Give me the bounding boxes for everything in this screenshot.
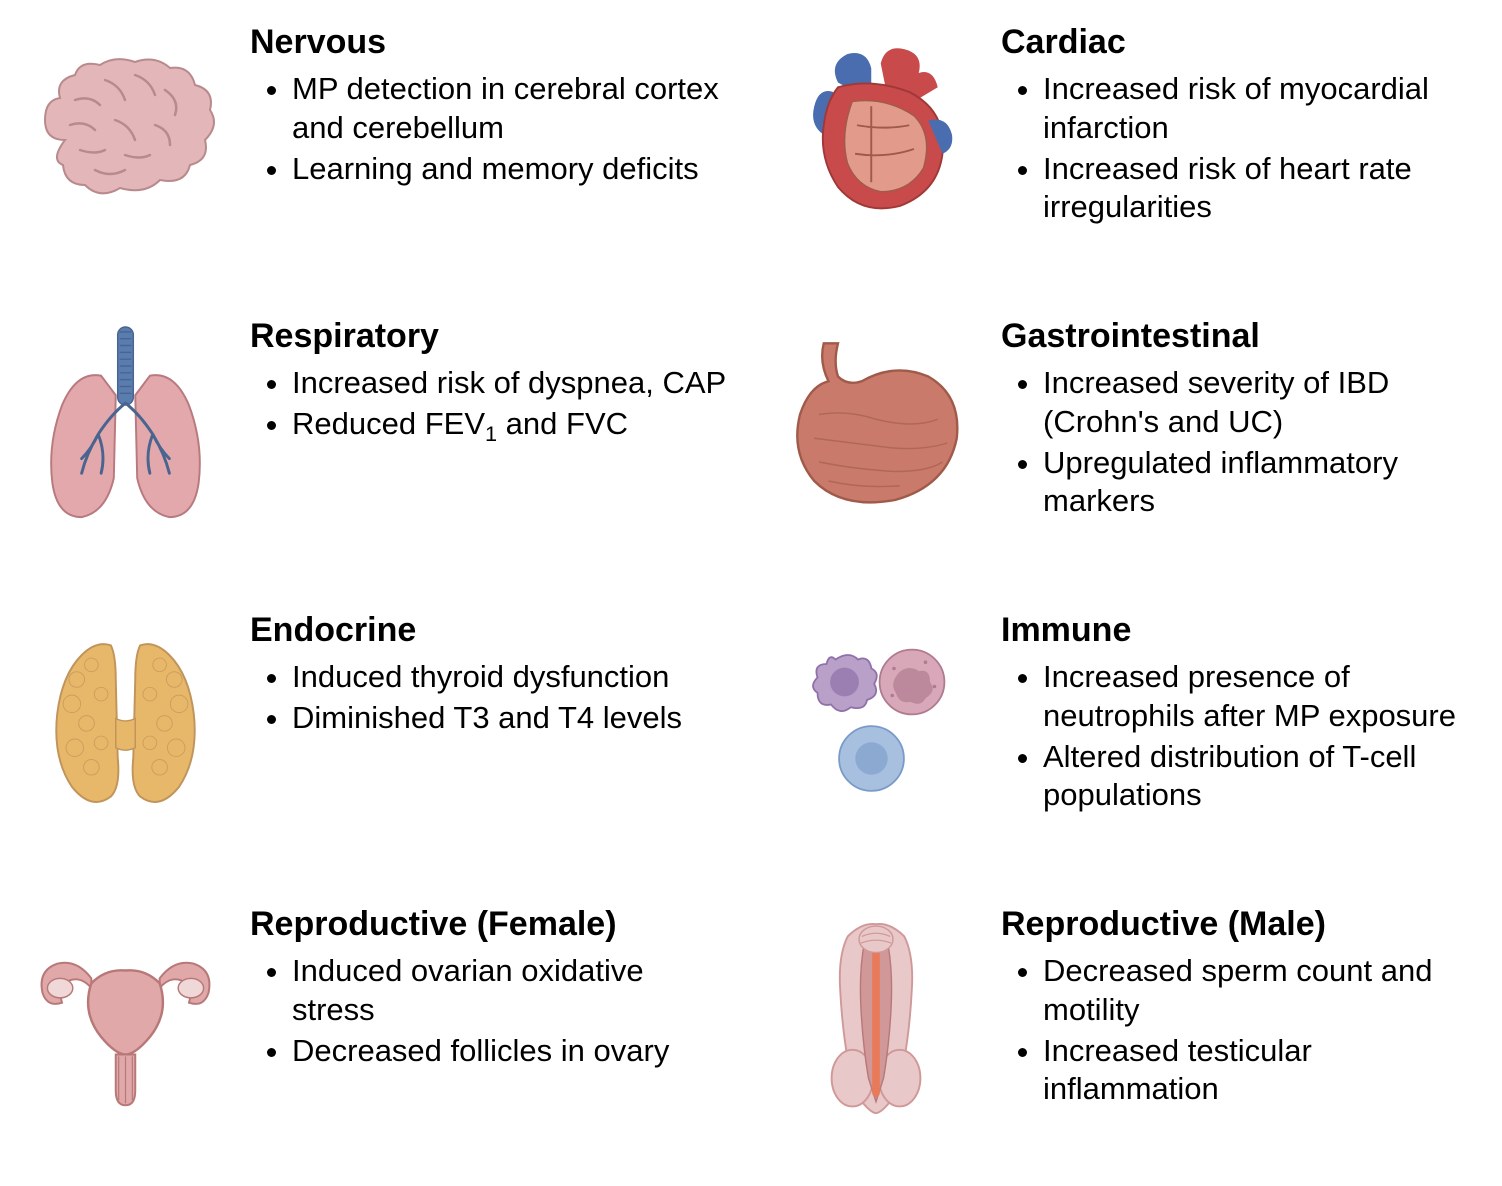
stomach-icon [771, 309, 981, 539]
gastrointestinal-title: Gastrointestinal [1001, 317, 1482, 356]
cardiac-text: Cardiac Increased risk of myocardial inf… [1001, 15, 1482, 229]
cell-respiratory: Respiratory Increased risk of dyspnea, C… [20, 309, 731, 583]
lungs-icon [20, 309, 230, 539]
thyroid-icon [20, 603, 230, 833]
respiratory-bullets: Increased risk of dyspnea, CAP Reduced F… [250, 364, 731, 447]
endocrine-title: Endocrine [250, 611, 731, 650]
bullet: Diminished T3 and T4 levels [292, 699, 731, 738]
cell-endocrine: Endocrine Induced thyroid dysfunction Di… [20, 603, 731, 877]
bullet: Induced thyroid dysfunction [292, 658, 731, 697]
endocrine-bullets: Induced thyroid dysfunction Diminished T… [250, 658, 731, 738]
cardiac-title: Cardiac [1001, 23, 1482, 62]
bullet: Increased presence of neutrophils after … [1043, 658, 1482, 736]
bullet: Increased testicular inflammation [1043, 1032, 1482, 1110]
bullet: Increased risk of myocardial infarction [1043, 70, 1482, 148]
immune-cells-icon [771, 603, 981, 833]
bullet: Altered distribution of T-cell populatio… [1043, 738, 1482, 816]
bullet: Increased risk of dyspnea, CAP [292, 364, 731, 403]
male-repro-icon [771, 897, 981, 1127]
immune-text: Immune Increased presence of neutrophils… [1001, 603, 1482, 817]
bullet: Increased severity of IBD (Crohn's and U… [1043, 364, 1482, 442]
cell-gastrointestinal: Gastrointestinal Increased severity of I… [771, 309, 1482, 583]
bullet: Increased risk of heart rate irregularit… [1043, 150, 1482, 228]
systems-grid: Nervous MP detection in cerebral cortex … [20, 15, 1482, 1171]
bullet: Decreased follicles in ovary [292, 1032, 731, 1071]
uterus-icon [20, 897, 230, 1127]
endocrine-text: Endocrine Induced thyroid dysfunction Di… [250, 603, 731, 740]
gastrointestinal-text: Gastrointestinal Increased severity of I… [1001, 309, 1482, 523]
cell-repro-male: Reproductive (Male) Decreased sperm coun… [771, 897, 1482, 1171]
bullet: MP detection in cerebral cortex and cere… [292, 70, 731, 148]
brain-icon [20, 15, 230, 245]
cell-nervous: Nervous MP detection in cerebral cortex … [20, 15, 731, 289]
bullet: Reduced FEV1 and FVC [292, 405, 731, 447]
cell-repro-female: Reproductive (Female) Induced ovarian ox… [20, 897, 731, 1171]
immune-bullets: Increased presence of neutrophils after … [1001, 658, 1482, 815]
bullet: Induced ovarian oxidative stress [292, 952, 731, 1030]
nervous-text: Nervous MP detection in cerebral cortex … [250, 15, 731, 190]
repro-female-text: Reproductive (Female) Induced ovarian ox… [250, 897, 731, 1072]
repro-female-title: Reproductive (Female) [250, 905, 731, 944]
immune-title: Immune [1001, 611, 1482, 650]
nervous-bullets: MP detection in cerebral cortex and cere… [250, 70, 731, 188]
repro-male-title: Reproductive (Male) [1001, 905, 1482, 944]
respiratory-title: Respiratory [250, 317, 731, 356]
repro-male-bullets: Decreased sperm count and motility Incre… [1001, 952, 1482, 1109]
repro-male-text: Reproductive (Male) Decreased sperm coun… [1001, 897, 1482, 1111]
nervous-title: Nervous [250, 23, 731, 62]
bullet: Learning and memory deficits [292, 150, 731, 189]
bullet: Decreased sperm count and motility [1043, 952, 1482, 1030]
cell-cardiac: Cardiac Increased risk of myocardial inf… [771, 15, 1482, 289]
cell-immune: Immune Increased presence of neutrophils… [771, 603, 1482, 877]
heart-icon [771, 15, 981, 245]
gastrointestinal-bullets: Increased severity of IBD (Crohn's and U… [1001, 364, 1482, 521]
cardiac-bullets: Increased risk of myocardial infarction … [1001, 70, 1482, 227]
bullet: Upregulated inflammatory markers [1043, 444, 1482, 522]
respiratory-text: Respiratory Increased risk of dyspnea, C… [250, 309, 731, 449]
repro-female-bullets: Induced ovarian oxidative stress Decreas… [250, 952, 731, 1070]
